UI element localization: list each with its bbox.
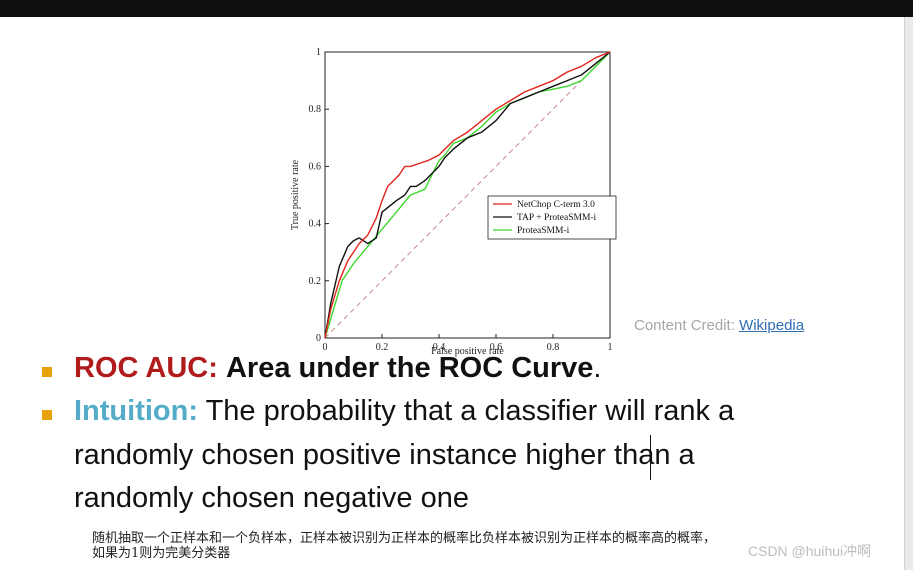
intuition-line-2: randomly chosen positive instance higher… — [74, 439, 695, 471]
intuition-line-1: The probability that a classifier will r… — [205, 395, 735, 427]
y-tick-label: 0.4 — [309, 219, 322, 230]
y-tick-label: 0 — [316, 333, 321, 344]
legend-label-proteasmm: ProteaSMM-i — [517, 226, 570, 236]
bullet-intuition: Intuition: The probability that a classi… — [74, 395, 734, 428]
plot-frame — [324, 51, 611, 339]
bullet-icon — [42, 367, 52, 377]
bullet-icon — [42, 410, 52, 420]
x-tick-label: 0.2 — [376, 342, 389, 353]
diagonal-reference-line — [324, 51, 611, 339]
chinese-note-line-2: 如果为1则为完美分类器 — [92, 546, 231, 561]
credit-label: Content Credit: — [634, 317, 735, 334]
csdn-watermark: CSDN @huihui冲啊 — [748, 543, 872, 559]
roc-chart: 0 0.2 0.4 0.6 0.8 1 0 0.2 0.4 0.6 0.8 1 False posit… — [290, 47, 617, 357]
series-line-0 — [324, 51, 611, 339]
y-tick-label: 0.2 — [309, 276, 322, 287]
x-tick-label: 0.8 — [547, 342, 560, 353]
y-axis-label: True positive rate — [290, 159, 301, 230]
roc-auc-period: . — [593, 352, 602, 384]
chinese-note-line-1: 随机抽取一个正样本和一个负样本，正样本被识别为正样本的概率比负样本被识别为正样本… — [92, 531, 717, 546]
x-tick-label: 1 — [608, 342, 613, 353]
intuition-key: Intuition: — [74, 395, 199, 427]
vertical-scrollbar[interactable] — [904, 17, 913, 570]
y-tick-label: 0.6 — [309, 161, 322, 172]
y-tick-label: 1 — [316, 47, 321, 58]
bullet-roc-auc: ROC AUC: Area under the ROC Curve. — [74, 352, 601, 385]
slide-canvas: 0 0.2 0.4 0.6 0.8 1 0 0.2 0.4 0.6 0.8 1 False posit… — [0, 17, 904, 570]
legend-label-tap: TAP + ProteaSMM-i — [517, 213, 597, 223]
roc-auc-key: ROC AUC: — [74, 352, 218, 384]
intuition-line-3: randomly chosen negative one — [74, 482, 469, 514]
content-credit: Content Credit: Wikipedia — [634, 317, 804, 334]
x-tick-label: 0.4 — [433, 342, 446, 353]
text-cursor — [650, 435, 651, 480]
wikipedia-link[interactable]: Wikipedia — [739, 317, 805, 334]
x-tick-label: 0 — [323, 342, 328, 353]
legend-label-netchop: NetChop C-term 3.0 — [517, 200, 595, 210]
window-top-bar — [0, 0, 913, 17]
chart-legend: NetChop C-term 3.0 TAP + ProteaSMM-i Pro… — [487, 195, 617, 240]
x-tick-label: 0.6 — [490, 342, 503, 353]
y-tick-label: 0.8 — [309, 104, 322, 115]
roc-auc-definition: Area under the ROC Curve — [225, 352, 594, 384]
series-line-2 — [324, 51, 611, 339]
series-line-1 — [324, 51, 611, 339]
x-axis-label: False positive rate — [431, 346, 504, 357]
